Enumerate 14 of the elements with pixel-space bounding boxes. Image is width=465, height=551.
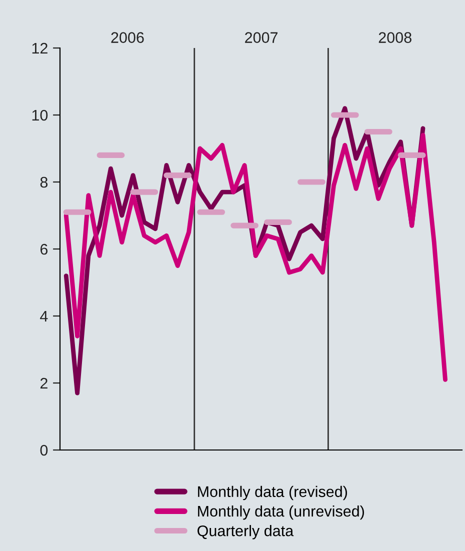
legend-label: Quarterly data <box>198 525 294 540</box>
line-series <box>64 132 448 382</box>
text: 2007 <box>245 32 278 43</box>
text: 2008 <box>378 32 412 43</box>
y-tick-label: 8 <box>40 176 48 188</box>
legend-label: Monthly data (revised) <box>198 486 347 500</box>
y-tick-label: 12 <box>32 42 48 54</box>
legend-label: Monthly data (unrevised) <box>198 505 364 520</box>
y-tick-label: 4 <box>40 311 48 322</box>
y-tick-label: 0 <box>40 444 48 456</box>
y-tick-label: 6 <box>40 244 48 255</box>
text: 2006 <box>111 32 144 43</box>
y-tick-label: 2 <box>40 378 48 389</box>
y-tick-label: 10 <box>32 110 48 121</box>
